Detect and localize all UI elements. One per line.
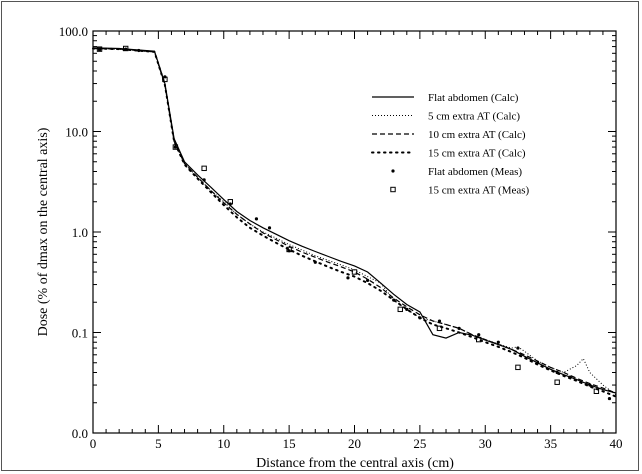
legend-entry-label: Flat abdomen (Calc): [428, 92, 519, 104]
legend-entry-label: 15 cm extra AT (Meas): [428, 185, 530, 197]
y-tick-label: 0.0: [72, 426, 88, 441]
series-line-0: [92, 47, 617, 394]
meas-point-15cm: [515, 364, 521, 371]
meas-point-flat: [365, 278, 370, 282]
x-tick-label: 15: [283, 436, 296, 451]
meas-point-flat: [418, 316, 422, 320]
y-axis-label: Dose (% of dmax on the central axis): [36, 127, 51, 336]
plot-area-border: [92, 30, 617, 434]
x-tick-label: 30: [479, 436, 492, 451]
meas-point-flat: [457, 326, 461, 330]
meas-point-flat: [346, 276, 350, 280]
meas-point-15cm: [397, 306, 403, 313]
meas-point-flat: [568, 375, 572, 379]
x-tick-label: 40: [610, 436, 623, 451]
meas-point-flat: [202, 178, 206, 182]
y-tick-label: 10.0: [65, 125, 88, 140]
series-line-2: [92, 47, 617, 394]
x-tick-label: 5: [155, 436, 162, 451]
meas-point-flat: [254, 217, 259, 221]
meas-point-15cm: [122, 45, 129, 52]
y-tick-label: 100.0: [59, 24, 88, 39]
x-axis-ticks: 0 5 10 15 20 25 30 35 40: [90, 31, 623, 451]
meas-point-flat: [313, 260, 317, 264]
plot-axes: [92, 30, 617, 434]
legend-entry-label: Flat abdomen (Meas): [428, 166, 522, 178]
meas-point-flat: [124, 47, 128, 51]
meas-point-15cm: [162, 76, 168, 83]
meas-point-15cm: [593, 388, 600, 394]
meas-point-flat: [588, 383, 592, 387]
meas-point-15cm: [351, 269, 358, 275]
meas-point-flat: [137, 48, 141, 53]
series-line-3: [92, 47, 617, 398]
series-lines: [92, 47, 617, 398]
meas-point-flat: [555, 370, 559, 375]
x-axis-label: Distance from the central axis (cm): [256, 456, 454, 471]
meas-point-flat: [173, 145, 177, 149]
meas-point-15cm: [476, 336, 482, 343]
x-tick-label: 35: [544, 436, 557, 451]
y-tick-label: 1.0: [72, 225, 88, 240]
meas-point-15cm: [172, 144, 179, 150]
meas-point-15cm: [554, 379, 560, 385]
meas-point-15cm: [436, 325, 443, 332]
meas-point-flat: [267, 226, 272, 230]
x-tick-label: 20: [348, 436, 361, 451]
x-tick-label: 0: [90, 436, 97, 451]
legend-entry-label: 15 cm extra AT (Calc): [428, 148, 526, 160]
legend-entry-label: 5 cm extra AT (Calc): [428, 111, 520, 123]
x-tick-label: 25: [413, 436, 426, 451]
meas-point-flat: [392, 298, 396, 302]
meas-point-flat: [535, 361, 540, 365]
meas-point-15cm: [96, 46, 103, 52]
meas-point-15cm: [227, 199, 233, 205]
y-tick-label: 0.1: [72, 326, 88, 341]
legend-marker-square: [390, 186, 396, 193]
x-tick-label: 10: [217, 436, 230, 451]
legend-marker-dot: [391, 169, 395, 173]
meas-point-flat: [97, 48, 102, 52]
meas-point-flat: [496, 340, 500, 344]
meas-point-flat: [477, 333, 481, 337]
series-markers: [96, 45, 612, 401]
meas-point-15cm: [201, 165, 207, 172]
series-line-1: [92, 48, 617, 396]
meas-point-15cm: [286, 246, 292, 253]
meas-point-flat: [607, 396, 612, 401]
meas-point-flat: [405, 307, 409, 311]
meas-point-flat: [516, 346, 520, 350]
y-axis-ticks: 0.0 0.1 1.0 10.0 100.0: [59, 24, 616, 441]
legend: Flat abdomen (Calc) 5 cm extra AT (Calc) 1…: [371, 92, 530, 197]
meas-point-flat: [437, 319, 442, 323]
legend-entry-label: 10 cm extra AT (Calc): [428, 129, 526, 141]
